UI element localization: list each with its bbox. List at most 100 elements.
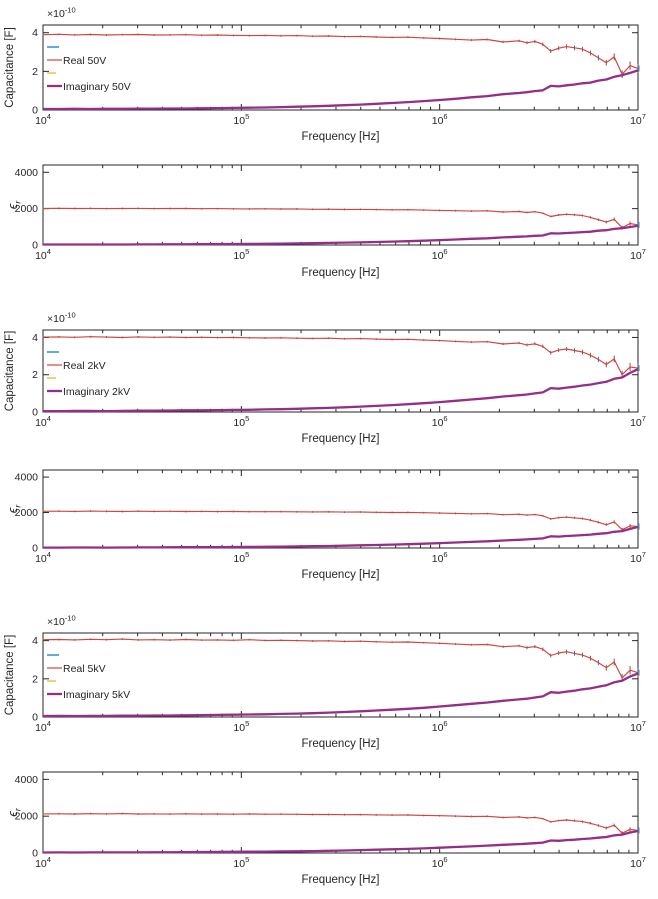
y-axis-label: ϵr — [6, 807, 23, 817]
y-axis-label: ϵr — [6, 200, 23, 210]
y-axis-label-subscript: r — [13, 200, 23, 204]
x-tick-label: 107 — [630, 112, 646, 127]
x-axis-label: Frequency [Hz] — [302, 874, 380, 886]
legend: Real 50V Imaginary 50V — [47, 46, 131, 93]
x-tick-exponent: 6 — [443, 719, 447, 728]
x-tick-label: 105 — [233, 719, 249, 734]
x-tick-label: 104 — [35, 719, 51, 734]
y-tick-label: 0 — [32, 712, 38, 724]
x-tick-exponent: 5 — [245, 247, 249, 256]
x-tick-label: 104 — [35, 414, 51, 429]
error-bars-real-2kv — [42, 335, 639, 379]
y-axis-multiplier: ×10-10 — [47, 6, 76, 21]
real-50v-line — [42, 207, 639, 229]
y-tick-label: 0 — [32, 240, 38, 252]
y-tick-label: 0 — [32, 848, 38, 860]
imaginary-50v-line — [43, 69, 639, 111]
imaginary-2kv-line — [43, 368, 639, 413]
x-tick-label: 104 — [35, 247, 51, 262]
imaginary-2kv-line — [43, 525, 639, 549]
x-axis-label: Frequency [Hz] — [302, 131, 380, 143]
error-bars-real-50v — [42, 207, 639, 230]
chart-eps-2kv: 0 2000 4000 104 105 106 107 Frequency [Hz] ϵr — [6, 469, 646, 581]
legend-label: Imaginary 5kV — [63, 689, 130, 701]
x-tick-label: 106 — [432, 414, 448, 429]
error-bars-real-5kv — [42, 638, 639, 682]
imaginary-5kv-line — [42, 672, 639, 718]
y-tick-label: 2 — [32, 66, 38, 78]
plot-frame — [42, 771, 639, 854]
axis-ticks — [42, 633, 639, 718]
y-tick-label: 2000 — [15, 203, 39, 215]
axis-ticks — [42, 330, 639, 413]
y-axis-multiplier-exponent: -10 — [65, 6, 76, 15]
y-axis-label: Capacitance [F] — [4, 635, 16, 716]
x-tick-label: 106 — [432, 550, 448, 565]
axis-ticks — [42, 25, 639, 111]
x-tick-label: 105 — [233, 414, 249, 429]
y-axis-label-subscript: r — [13, 807, 23, 811]
chart-eps-5kv: 0 2000 4000 104 105 106 107 Frequency [Hz] ϵr — [6, 771, 646, 886]
x-tick-exponent: 4 — [47, 855, 51, 864]
y-tick-label: 4000 — [15, 167, 39, 179]
x-axis-label: Frequency [Hz] — [302, 738, 380, 750]
plot-frame — [42, 469, 639, 549]
x-tick-exponent: 5 — [245, 112, 249, 121]
error-bars-real-5kv — [42, 812, 639, 836]
legend: Real 2kV Imaginary 2kV — [47, 351, 130, 398]
legend-label: Imaginary 2kV — [63, 386, 130, 398]
real-5kv-line — [42, 638, 639, 679]
y-axis-multiplier-exponent: -10 — [65, 614, 76, 623]
y-axis-multiplier: ×10-10 — [47, 311, 76, 326]
chart-eps-50v: 0 2000 4000 104 105 106 107 Frequency [Hz] ϵr — [6, 164, 646, 279]
x-tick-label: 105 — [233, 855, 249, 870]
x-tick-exponent: 5 — [245, 550, 249, 559]
y-axis-label-subscript: r — [13, 504, 23, 508]
y-tick-label: 2000 — [15, 507, 39, 519]
x-tick-exponent: 7 — [642, 414, 646, 423]
x-tick-label: 104 — [35, 550, 51, 565]
x-tick-label: 104 — [35, 855, 51, 870]
x-tick-exponent: 6 — [443, 112, 447, 121]
y-tick-label: 4000 — [15, 472, 39, 484]
x-tick-exponent: 5 — [245, 414, 249, 423]
x-tick-label: 106 — [432, 112, 448, 127]
error-bars-real-2kv — [42, 510, 639, 532]
real-50v-line — [42, 33, 639, 75]
x-tick-label: 106 — [432, 719, 448, 734]
x-tick-exponent: 4 — [47, 112, 51, 121]
legend-label: Real 50V — [63, 55, 106, 67]
x-tick-label: 106 — [432, 247, 448, 262]
x-tick-exponent: 6 — [443, 855, 447, 864]
imaginary-5kv-line — [42, 829, 639, 854]
x-tick-label: 107 — [630, 719, 646, 734]
x-tick-exponent: 4 — [47, 414, 51, 423]
y-tick-label: 0 — [32, 105, 38, 117]
x-axis-label: Frequency [Hz] — [302, 569, 380, 581]
y-tick-label: 2000 — [15, 811, 39, 823]
x-tick-label: 105 — [233, 550, 249, 565]
x-tick-exponent: 6 — [443, 247, 447, 256]
x-axis-label: Frequency [Hz] — [302, 433, 380, 445]
x-tick-exponent: 5 — [245, 855, 249, 864]
x-tick-label: 104 — [35, 112, 51, 127]
y-axis-multiplier-exponent: -10 — [65, 311, 76, 320]
plot-frame — [42, 164, 639, 246]
x-tick-exponent: 7 — [642, 247, 646, 256]
y-tick-label: 2 — [32, 673, 38, 685]
x-axis-label: Frequency [Hz] — [302, 267, 380, 279]
x-tick-label: 107 — [630, 855, 646, 870]
real-2kv-line — [42, 510, 639, 531]
y-tick-label: 4 — [32, 27, 38, 39]
legend-label: Real 5kV — [63, 663, 106, 675]
x-tick-label: 107 — [630, 414, 646, 429]
x-tick-exponent: 4 — [47, 247, 51, 256]
y-tick-label: 4000 — [15, 774, 39, 786]
y-tick-label: 0 — [32, 407, 38, 419]
x-tick-label: 107 — [630, 247, 646, 262]
